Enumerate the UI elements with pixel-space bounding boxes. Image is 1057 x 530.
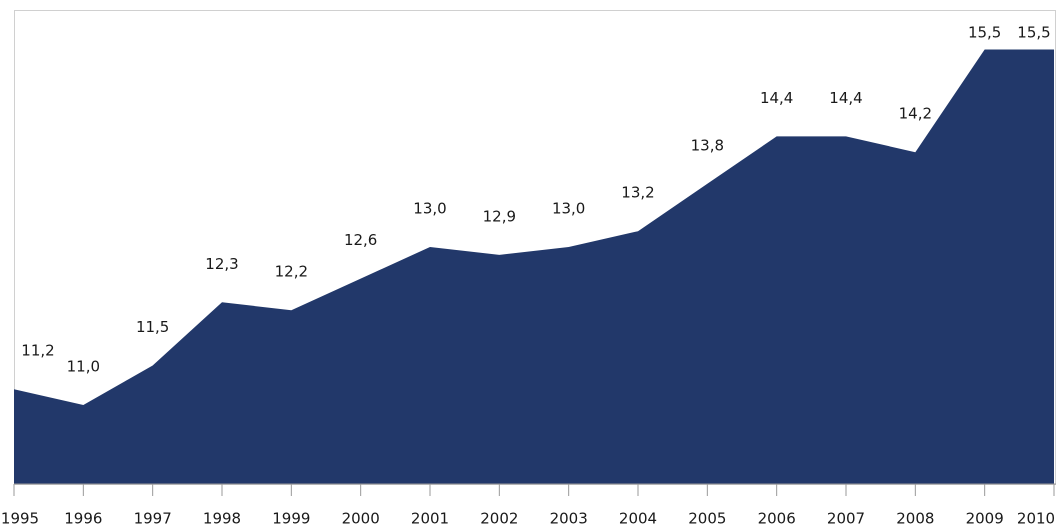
x-tick-label: 2006 [758,510,796,528]
value-label: 13,0 [552,200,585,218]
value-label: 15,5 [1017,24,1050,42]
x-tick-label: 2004 [619,510,657,528]
value-label: 12,2 [275,263,308,281]
value-label: 14,2 [899,105,932,123]
x-tick-label: 1999 [272,510,310,528]
value-label: 12,6 [344,231,377,249]
x-tick-label: 1998 [203,510,241,528]
x-tick-label: 2009 [966,510,1004,528]
x-tick-label: 2007 [827,510,865,528]
value-label: 14,4 [829,89,862,107]
x-tick-label: 2003 [550,510,588,528]
value-label: 13,0 [413,200,446,218]
x-tick-label: 2002 [480,510,518,528]
x-tick-label: 2000 [342,510,380,528]
value-label: 13,2 [621,184,654,202]
x-tick-label: 2001 [411,510,449,528]
value-label: 11,5 [136,318,169,336]
value-label: 12,9 [483,207,516,225]
value-label: 13,8 [691,136,724,154]
x-tick-label: 1997 [134,510,172,528]
x-tick-label: 1996 [64,510,102,528]
value-label: 11,2 [21,342,54,360]
value-label: 15,5 [968,24,1001,42]
x-tick-label: 2005 [688,510,726,528]
x-tick-label: 2010 [1017,510,1055,528]
area [14,49,1054,484]
x-tick-label: 1995 [1,510,39,528]
value-label: 12,3 [205,255,238,273]
x-tick-label: 2008 [896,510,934,528]
value-label: 11,0 [67,358,100,376]
value-label: 14,4 [760,89,793,107]
